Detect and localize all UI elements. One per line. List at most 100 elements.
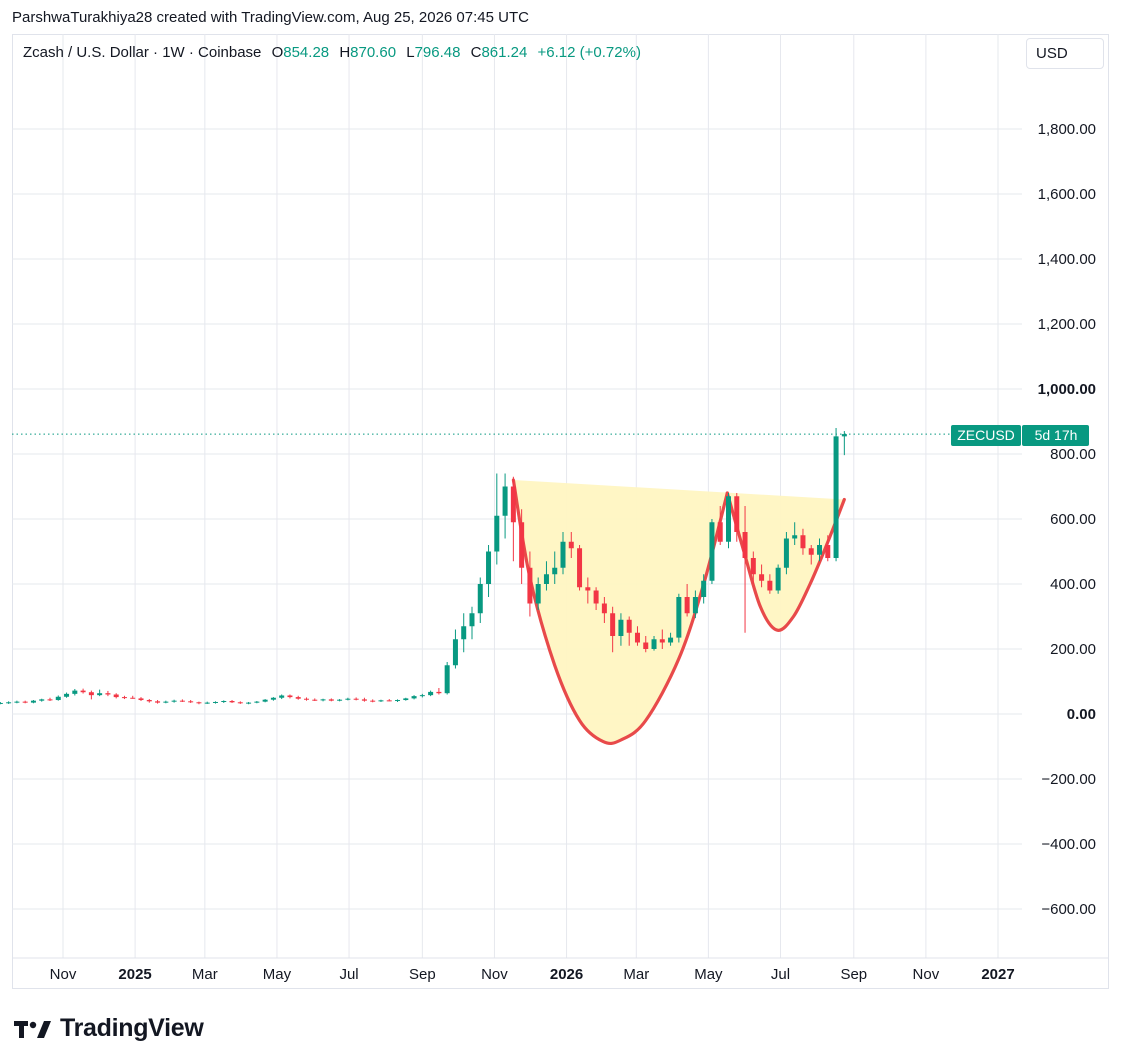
price-tick-label: 1,000.00 (1038, 381, 1096, 398)
price-tick-label: 1,200.00 (1038, 316, 1096, 333)
candle-body (601, 603, 607, 614)
candle (130, 695, 136, 699)
candle (411, 695, 417, 700)
candle-body (701, 580, 707, 597)
currency-button[interactable]: USD (1026, 38, 1104, 69)
candle (634, 626, 640, 646)
time-axis[interactable]: Nov 2025 Mar May Jul Sep Nov 2026 Mar May Jul Sep No… (50, 966, 1015, 983)
price-tick-label: −200.00 (1041, 771, 1096, 788)
candle (212, 701, 218, 704)
candle-body (204, 702, 210, 704)
candle (734, 493, 740, 542)
candle-body (353, 698, 359, 700)
candle (55, 695, 61, 701)
high-label: H (339, 44, 351, 61)
candle (808, 545, 814, 565)
candle (676, 593, 682, 643)
candle (295, 695, 301, 700)
ohlc-legend: Zcash / U.S. Dollar · 1W · Coinbase O854… (23, 44, 641, 61)
candle-body (121, 697, 127, 699)
candle (452, 629, 458, 669)
candle (709, 519, 715, 584)
candle (817, 538, 823, 562)
candle-body (783, 538, 789, 568)
candle (179, 699, 185, 702)
price-tick-label: 800.00 (1050, 446, 1096, 463)
candle (717, 506, 723, 545)
tradingview-logo-icon (14, 1020, 51, 1038)
candle (825, 535, 831, 562)
candle-body (97, 693, 103, 696)
candle (163, 700, 169, 704)
candle (229, 700, 235, 703)
time-tick-label: Sep (409, 966, 436, 983)
candle-body (105, 693, 111, 695)
candle-body (486, 551, 492, 584)
symbol-tag-label: ZECUSD (957, 427, 1015, 443)
candle (386, 699, 392, 702)
low-label: L (406, 44, 415, 61)
candle-body (568, 541, 574, 549)
candle-body (643, 642, 649, 649)
candle (436, 688, 442, 695)
candle-body (270, 697, 276, 700)
candle-body (428, 691, 434, 696)
price-tick-label: 1,800.00 (1038, 121, 1096, 138)
candle (783, 532, 789, 575)
candle (105, 690, 111, 697)
candle (767, 574, 773, 594)
candle-body (386, 700, 392, 702)
candle-body (634, 632, 640, 643)
candle-body (304, 698, 310, 700)
time-tick-label: 2025 (118, 966, 151, 983)
candle-body (237, 702, 243, 704)
candle-body (130, 697, 136, 699)
candle-body (502, 486, 508, 516)
candle (113, 693, 119, 699)
candle-body (196, 702, 202, 704)
symbol-title[interactable]: Zcash / U.S. Dollar · 1W · Coinbase (23, 44, 262, 61)
candle-body (179, 700, 185, 702)
time-tick-label: Sep (840, 966, 867, 983)
candle-body (535, 584, 541, 604)
candle-body (229, 701, 235, 703)
candle-body (212, 701, 218, 703)
tradingview-logo[interactable]: TradingView (14, 1014, 204, 1043)
time-tick-label: Nov (481, 966, 508, 983)
time-tick-label: May (694, 966, 723, 983)
candle (88, 690, 94, 700)
price-tick-label: 400.00 (1050, 576, 1096, 593)
time-tick-label: Nov (50, 966, 77, 983)
candle-body (833, 436, 839, 558)
candle-body (759, 574, 765, 581)
candle (72, 688, 78, 696)
candle-body (543, 574, 549, 584)
candle-body (279, 695, 285, 698)
chart-frame[interactable] (12, 34, 1109, 989)
time-tick-label: Mar (623, 966, 649, 983)
candle-body (6, 702, 12, 704)
candle (543, 561, 549, 591)
candle-body (337, 699, 343, 701)
price-axis[interactable]: 1,800.00 1,600.00 1,400.00 1,200.00 1,000.00… (1038, 121, 1096, 918)
candle-body (817, 545, 823, 555)
candle (121, 695, 127, 700)
tradingview-logo-text: TradingView (60, 1014, 204, 1042)
candle-body (22, 701, 28, 703)
candle-body (717, 522, 723, 542)
price-tick-label: 0.00 (1067, 706, 1096, 723)
candle (469, 606, 475, 640)
candle-body (452, 639, 458, 666)
candle (204, 701, 210, 704)
candle (361, 697, 367, 702)
price-tick-label: 1,600.00 (1038, 186, 1096, 203)
candle (560, 532, 566, 575)
candle (593, 587, 599, 610)
candle-body (419, 695, 425, 697)
candle (626, 616, 632, 646)
candle-body (287, 695, 293, 698)
candle-body (725, 496, 731, 542)
time-tick-label: Nov (913, 966, 940, 983)
countdown-tag-label: 5d 17h (1035, 427, 1078, 443)
